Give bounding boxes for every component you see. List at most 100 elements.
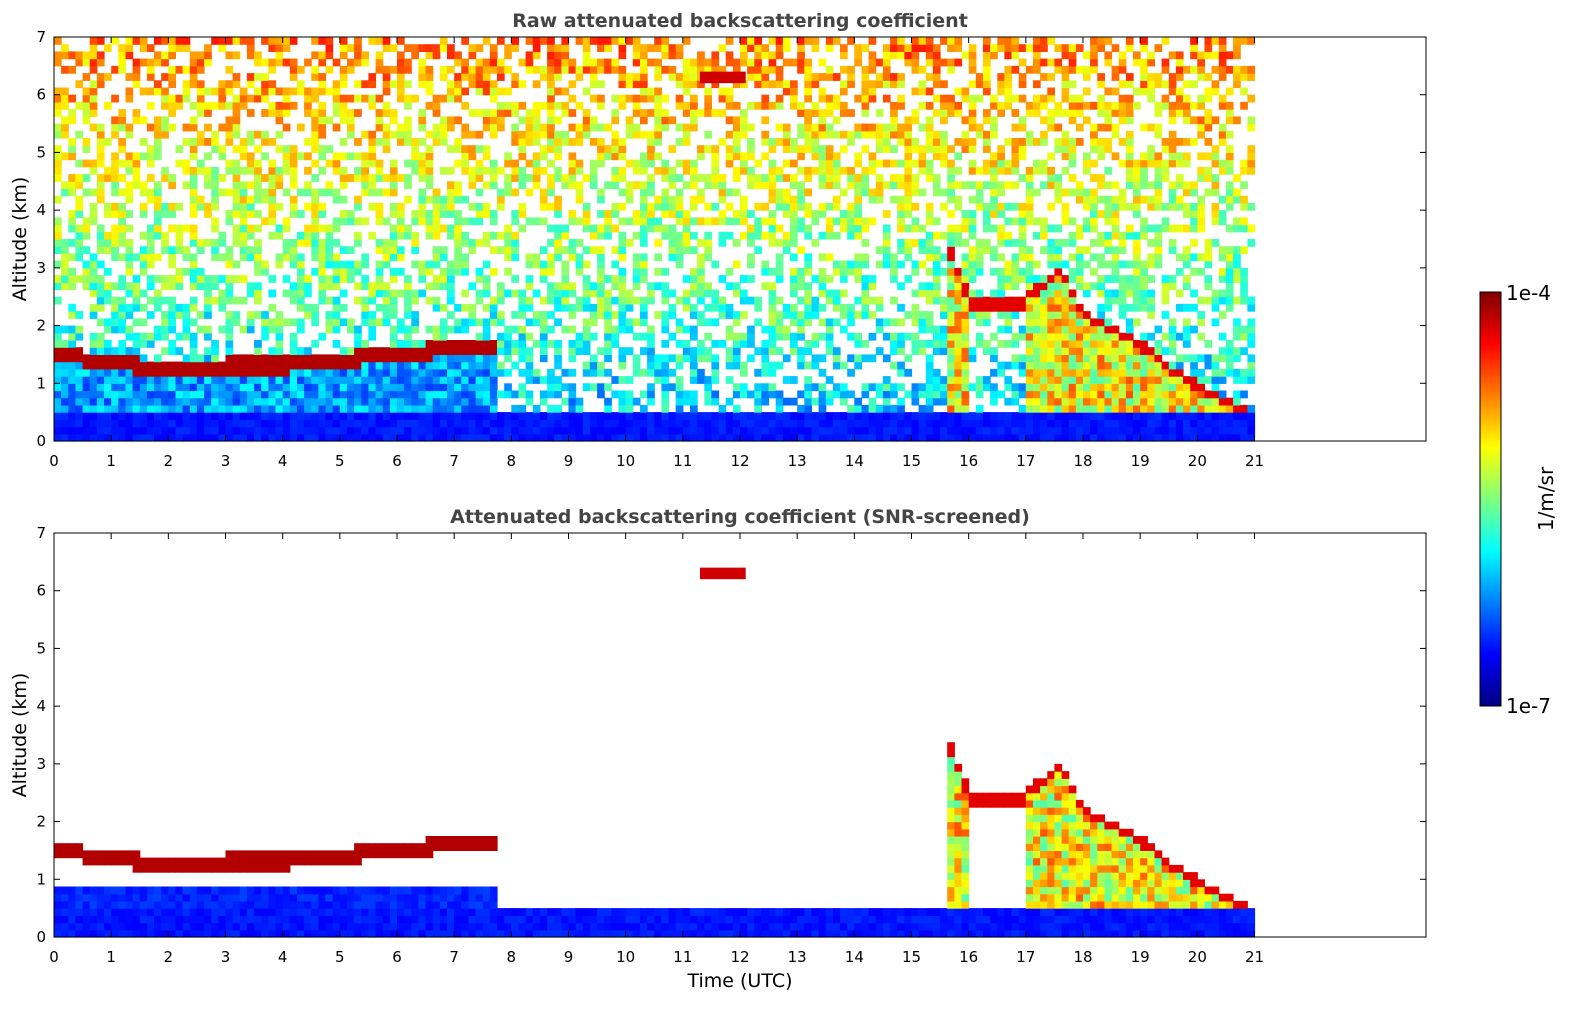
heat-cell — [311, 433, 319, 442]
heat-cell — [289, 166, 298, 175]
heat-cell — [196, 311, 205, 319]
heat-cell — [561, 101, 570, 110]
heat-cell — [697, 260, 705, 269]
heat-cell — [189, 210, 198, 218]
heat-cell — [418, 174, 427, 182]
heat-cell — [325, 239, 334, 247]
heat-cell — [911, 44, 920, 52]
heat-cell — [882, 404, 891, 413]
heat-cell — [547, 325, 555, 334]
heat-cell — [54, 174, 62, 182]
heat-cell — [775, 332, 784, 341]
heat-cell — [668, 426, 677, 435]
heat-cell — [925, 73, 934, 81]
heat-cell — [418, 340, 427, 348]
heat-cell — [947, 368, 955, 377]
heat-cell — [897, 138, 905, 146]
heat-cell — [790, 87, 798, 96]
heat-cell — [932, 282, 941, 291]
heat-cell — [504, 325, 512, 334]
heat-cell — [489, 116, 498, 125]
heat-cell — [232, 311, 241, 319]
heat-cell — [254, 253, 262, 262]
heat-cell — [432, 347, 441, 355]
heat-cell — [211, 166, 219, 175]
heat-cell — [861, 289, 870, 298]
heat-cell — [82, 101, 91, 110]
heat-cell — [497, 87, 505, 96]
heat-cell — [461, 303, 469, 312]
heat-cell — [1011, 361, 1020, 370]
heat-cell — [339, 275, 348, 283]
heat-cell — [204, 404, 212, 413]
heat-cell — [304, 239, 312, 247]
heat-cell — [790, 318, 798, 327]
heat-cell — [1061, 332, 1070, 341]
heat-cell — [668, 44, 677, 52]
heat-cell — [618, 296, 627, 305]
heat-cell — [990, 383, 998, 392]
heat-cell — [768, 383, 777, 392]
heat-cell — [904, 354, 913, 363]
heat-cell — [818, 303, 827, 312]
heat-cell — [375, 109, 384, 117]
heat-cell — [489, 361, 498, 370]
heat-cell — [1068, 58, 1077, 67]
heat-cell — [561, 397, 570, 406]
heat-cell — [940, 390, 948, 399]
heat-cell — [675, 80, 684, 89]
heat-cell — [297, 123, 305, 132]
heat-cell — [239, 94, 248, 103]
heat-cell — [804, 347, 812, 355]
heat-cell — [797, 217, 805, 226]
heat-cell — [690, 231, 698, 240]
heat-cell — [289, 58, 298, 67]
heat-cell — [983, 224, 991, 233]
heat-cell — [268, 80, 277, 89]
heat-cell — [761, 152, 770, 161]
heat-cell — [1061, 275, 1070, 283]
heat-cell — [225, 116, 234, 125]
heat-cell — [304, 94, 312, 103]
heat-cell — [211, 202, 219, 211]
heat-cell — [475, 166, 484, 175]
heat-cell — [804, 390, 812, 399]
heat-cell — [347, 347, 355, 355]
heat-cell — [497, 123, 505, 132]
heat-cell — [618, 303, 627, 312]
heat-cell — [218, 325, 227, 334]
heat-cell — [547, 188, 555, 197]
heat-cell — [861, 239, 870, 247]
heat-cell — [511, 130, 519, 139]
heat-cell — [132, 65, 141, 74]
heat-cell — [554, 253, 562, 262]
heat-cell — [289, 101, 298, 110]
heat-cell — [761, 116, 770, 125]
heat-cell — [568, 433, 577, 442]
heat-cell — [547, 340, 555, 348]
heat-cell — [311, 87, 319, 96]
heat-cell — [790, 340, 798, 348]
heat-cell — [575, 101, 584, 110]
heat-cell — [775, 195, 784, 204]
heat-cell — [89, 260, 98, 269]
heat-cell — [432, 390, 441, 399]
heat-cell — [539, 412, 548, 420]
heat-cell — [154, 404, 162, 413]
heat-cell — [875, 109, 884, 117]
heat-cell — [582, 275, 591, 283]
heat-cell — [282, 224, 291, 233]
heat-cell — [1011, 94, 1020, 103]
heat-cell — [904, 253, 913, 262]
heat-cell — [475, 397, 484, 406]
heat-cell — [104, 361, 112, 370]
heat-cell — [154, 426, 162, 435]
heat-cell — [654, 376, 662, 384]
heat-cell — [318, 412, 327, 420]
heat-cell — [89, 361, 98, 370]
heat-cell — [182, 325, 191, 334]
heat-cell — [825, 101, 834, 110]
heat-cell — [1011, 159, 1020, 168]
heat-cell — [311, 94, 319, 103]
heat-cell — [932, 130, 941, 139]
